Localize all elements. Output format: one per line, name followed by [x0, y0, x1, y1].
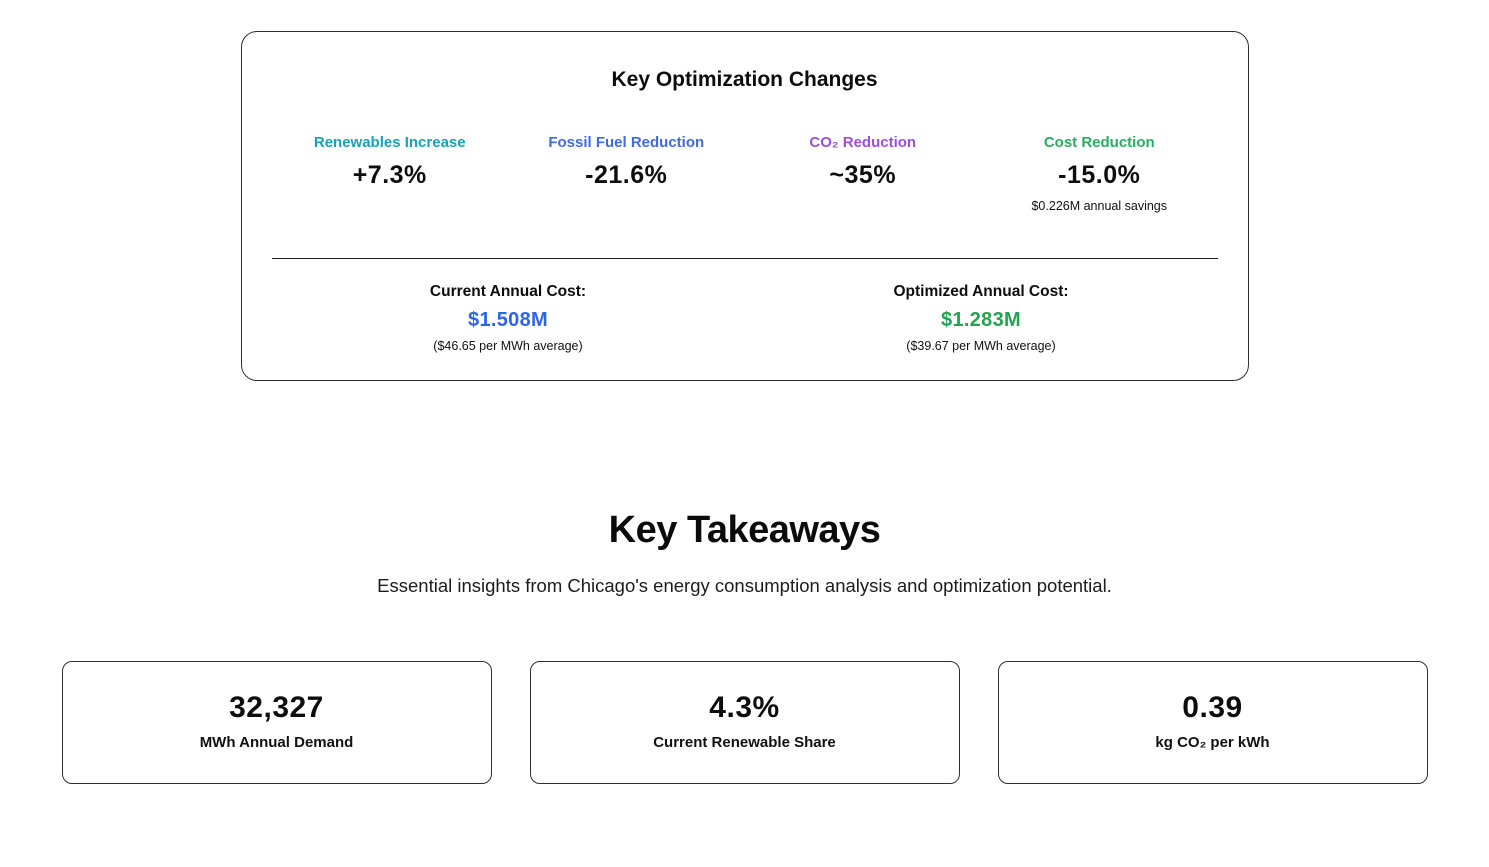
stat-card-renewable-share: 4.3% Current Renewable Share — [529, 661, 960, 784]
stat-label: kg CO₂ per kWh — [1155, 734, 1270, 751]
card-divider — [271, 258, 1218, 259]
metric-value: -21.6% — [585, 161, 668, 189]
stat-label: MWh Annual Demand — [199, 734, 354, 751]
annual-savings-note: $0.226M annual savings — [1031, 199, 1167, 213]
metric-value: -15.0% — [1058, 161, 1141, 189]
optimized-annual-cost: Optimized Annual Cost: $1.283M ($39.67 p… — [745, 283, 1218, 353]
metric-value: ~35% — [829, 161, 897, 189]
stat-card-co2-per-kwh: 0.39 kg CO₂ per kWh — [997, 661, 1428, 784]
optimization-card-title: Key Optimization Changes — [611, 68, 878, 91]
optimization-changes-card: Key Optimization Changes Renewables Incr… — [240, 31, 1249, 381]
metric-label: CO₂ Reduction — [809, 134, 917, 151]
cost-note: ($39.67 per MWh average) — [906, 339, 1056, 353]
cost-label: Current Annual Cost: — [429, 283, 587, 300]
stat-value: 32,327 — [229, 691, 324, 724]
key-takeaways-section: Key Takeaways Essential insights from Ch… — [0, 509, 1489, 601]
metric-cost-reduction: Cost Reduction -15.0% $0.226M annual sav… — [981, 134, 1218, 213]
annual-costs-row: Current Annual Cost: $1.508M ($46.65 per… — [272, 283, 1218, 353]
cost-label: Optimized Annual Cost: — [893, 283, 1069, 300]
cost-value: $1.508M — [468, 309, 548, 331]
stat-label: Current Renewable Share — [653, 734, 836, 751]
stat-cards-row: 32,327 MWh Annual Demand 4.3% Current Re… — [61, 661, 1428, 784]
metric-value: +7.3% — [352, 161, 427, 189]
metric-label: Cost Reduction — [1043, 134, 1155, 151]
key-takeaways-subtitle: Essential insights from Chicago's energy… — [377, 575, 1112, 596]
stat-card-annual-demand: 32,327 MWh Annual Demand — [61, 661, 492, 784]
current-annual-cost: Current Annual Cost: $1.508M ($46.65 per… — [272, 283, 745, 353]
metric-label: Renewables Increase — [313, 134, 466, 151]
metric-renewables-increase: Renewables Increase +7.3% — [272, 134, 509, 213]
stat-value: 0.39 — [1182, 691, 1243, 724]
stat-value: 4.3% — [709, 691, 780, 724]
cost-note: ($46.65 per MWh average) — [433, 339, 583, 353]
metric-co2-reduction: CO₂ Reduction ~35% — [745, 134, 982, 213]
metric-fossil-fuel-reduction: Fossil Fuel Reduction -21.6% — [508, 134, 745, 213]
optimization-metrics-row: Renewables Increase +7.3% Fossil Fuel Re… — [272, 134, 1218, 213]
key-takeaways-title: Key Takeaways — [608, 509, 881, 551]
cost-value: $1.283M — [941, 309, 1021, 331]
metric-label: Fossil Fuel Reduction — [548, 134, 705, 151]
